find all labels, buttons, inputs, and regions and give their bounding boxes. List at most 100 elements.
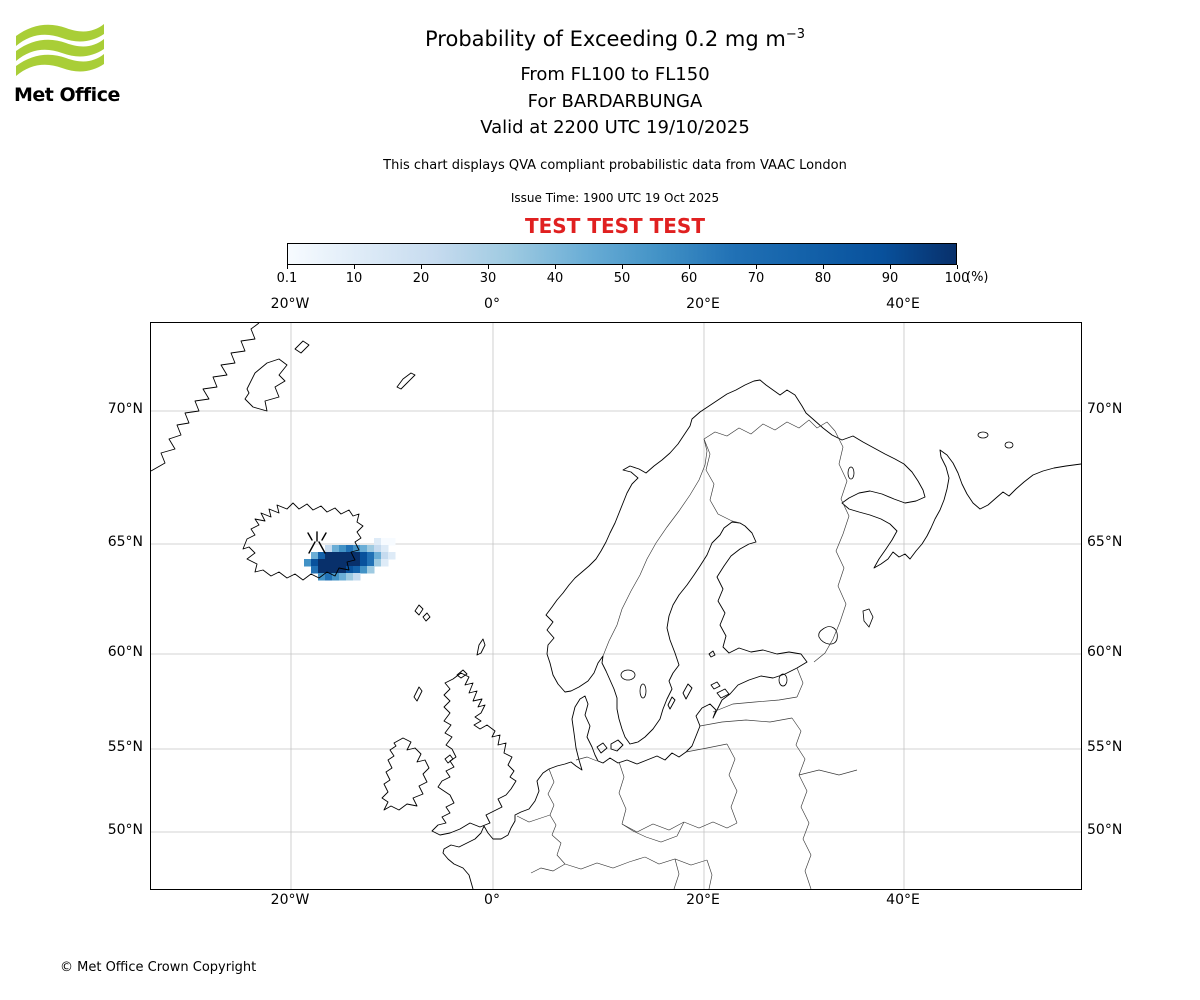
colorbar [287, 243, 957, 265]
coast-hiiumaa [710, 681, 721, 690]
chart-title: Probability of Exceeding 0.2 mg m−3 [15, 27, 1200, 51]
border-poland-east [726, 743, 738, 824]
ash-plume-cell [381, 559, 389, 567]
coast-greenland-islet [294, 340, 310, 354]
qva-note: This chart displays QVA compliant probab… [383, 158, 847, 173]
ash-plume-cell [325, 552, 333, 560]
ash-plume-cell [311, 552, 319, 560]
lat-label-left: 70°N [107, 401, 143, 417]
ash-plume-cell [339, 559, 347, 567]
colorbar-tick-label: 60 [680, 271, 698, 286]
coast-gotland [682, 683, 693, 700]
coast-great-britain [431, 672, 517, 836]
ash-plume-cell [360, 566, 368, 574]
ash-plume-cell [367, 566, 375, 574]
border-poland-germany [618, 761, 627, 825]
ash-plume-cell [367, 552, 375, 560]
lat-label-left: 55°N [107, 739, 143, 755]
ash-plume-cell [339, 545, 347, 553]
colorbar-tick-label: 90 [881, 271, 899, 286]
ash-plume-cell [374, 559, 382, 567]
country-borders [516, 419, 858, 889]
coast-saaremaa [716, 688, 730, 699]
border-netherlands-germany [547, 768, 555, 806]
ash-plume-cell [325, 566, 333, 574]
lat-label-right: 55°N [1087, 739, 1123, 755]
ash-plume-cell [360, 552, 368, 560]
ash-plume-cell [311, 566, 319, 574]
border-latvia-lithuania [699, 717, 793, 727]
ash-plume-cell [339, 573, 347, 581]
border-kaliningrad [685, 743, 728, 753]
ash-plume-cell [353, 545, 361, 553]
ash-plume-cell [339, 552, 347, 560]
volcano-marker [307, 531, 327, 554]
lon-label-bottom: 20°E [686, 892, 720, 908]
ash-plume-cell [318, 573, 326, 581]
colorbar-tick-mark [890, 265, 891, 269]
border-norway-finland-russia [703, 419, 836, 440]
ash-plume-cell [325, 573, 333, 581]
met-office-logo-text: Met Office [14, 84, 120, 106]
border-sweden-finland [703, 438, 741, 524]
border-hungary-south [673, 858, 680, 889]
ash-plume-cell [367, 559, 375, 567]
coast-greenland-island [244, 358, 288, 412]
ash-plume-cell [325, 559, 333, 567]
border-estonia-russia [796, 667, 804, 698]
test-banner: TEST TEST TEST [525, 214, 705, 238]
lake-kola-1 [977, 431, 989, 439]
coast-aland [708, 650, 716, 658]
colorbar-tick-mark [354, 265, 355, 269]
ash-plume-cell [318, 552, 326, 560]
ash-plume-cell [332, 559, 340, 567]
colorbar-tick-mark [622, 265, 623, 269]
ash-plume-cell [353, 559, 361, 567]
met-office-logo-icon [16, 24, 104, 76]
lat-label-right: 65°N [1087, 534, 1123, 550]
ash-plume-cell [346, 559, 354, 567]
colorbar-gradient [288, 244, 956, 264]
ash-plume-cell [367, 545, 375, 553]
volcano-line: For BARDARBUNGA [527, 91, 703, 112]
ash-plume-cell [360, 545, 368, 553]
ash-plume-cell [346, 573, 354, 581]
border-france-germany [551, 834, 566, 865]
graticule [151, 323, 1081, 889]
issue-time: Issue Time: 1900 UTC 19 Oct 2025 [510, 191, 720, 205]
coast-hebrides [413, 686, 423, 702]
border-baltic-belarus-ukraine [791, 717, 812, 889]
ash-plume-cell [381, 552, 389, 560]
border-czech-north [621, 821, 685, 833]
border-belgium-germany [549, 804, 557, 836]
ash-plume-cell [339, 566, 347, 574]
ash-plume-cell [332, 545, 340, 553]
colorbar-tick-label: 0.1 [276, 271, 298, 286]
colorbar-tick-label: 80 [814, 271, 832, 286]
ash-plume-cell [318, 566, 326, 574]
flight-level-line: From FL100 to FL150 [520, 64, 710, 85]
colorbar-tick-mark [823, 265, 824, 269]
ash-plume-cell [374, 552, 382, 560]
lat-label-right: 50°N [1087, 822, 1123, 838]
ash-plume-cell [332, 552, 340, 560]
ash-plume-cell [381, 538, 389, 546]
ash-plume-cell [332, 573, 340, 581]
lake-ladoga [818, 626, 838, 645]
coast-faroes [414, 604, 431, 622]
lon-label-top: 20°W [270, 296, 310, 312]
border-estonia-latvia [712, 696, 798, 713]
border-denmark-germany [575, 756, 598, 762]
lake-peipus [778, 673, 788, 687]
lake-onega [862, 608, 874, 628]
border-france-belgium [516, 814, 551, 823]
valid-time-line: Valid at 2200 UTC 19/10/2025 [480, 117, 750, 138]
ash-plume-cell [374, 538, 382, 546]
colorbar-tick-label: 40 [546, 271, 564, 286]
ash-plume-cell [325, 545, 333, 553]
copyright: © Met Office Crown Copyright [60, 960, 257, 975]
colorbar-tick-mark [957, 265, 958, 269]
lat-label-right: 70°N [1087, 401, 1123, 417]
colorbar-tick-mark [756, 265, 757, 269]
